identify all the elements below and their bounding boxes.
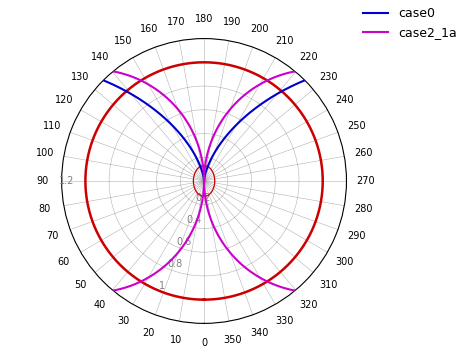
- Legend: case0, case2_1a: case0, case2_1a: [359, 2, 462, 44]
- case2_1a: [216, 235, 222, 239]
- case2_1a: [421, 152, 427, 157]
- case2_1a: [195, 142, 201, 146]
- Text: 1.2: 1.2: [59, 176, 75, 186]
- case2_1a: [201, 179, 207, 183]
- case2_1a: [226, 249, 232, 253]
- case2_1a: [201, 179, 207, 183]
- case2_1a: [424, 192, 429, 196]
- case2_1a: [42, 78, 48, 82]
- case0: [10, 58, 16, 62]
- Line: case0: case0: [0, 59, 475, 352]
- case0: [200, 172, 206, 176]
- Line: case2_1a: case2_1a: [0, 69, 427, 293]
- case0: [201, 179, 207, 183]
